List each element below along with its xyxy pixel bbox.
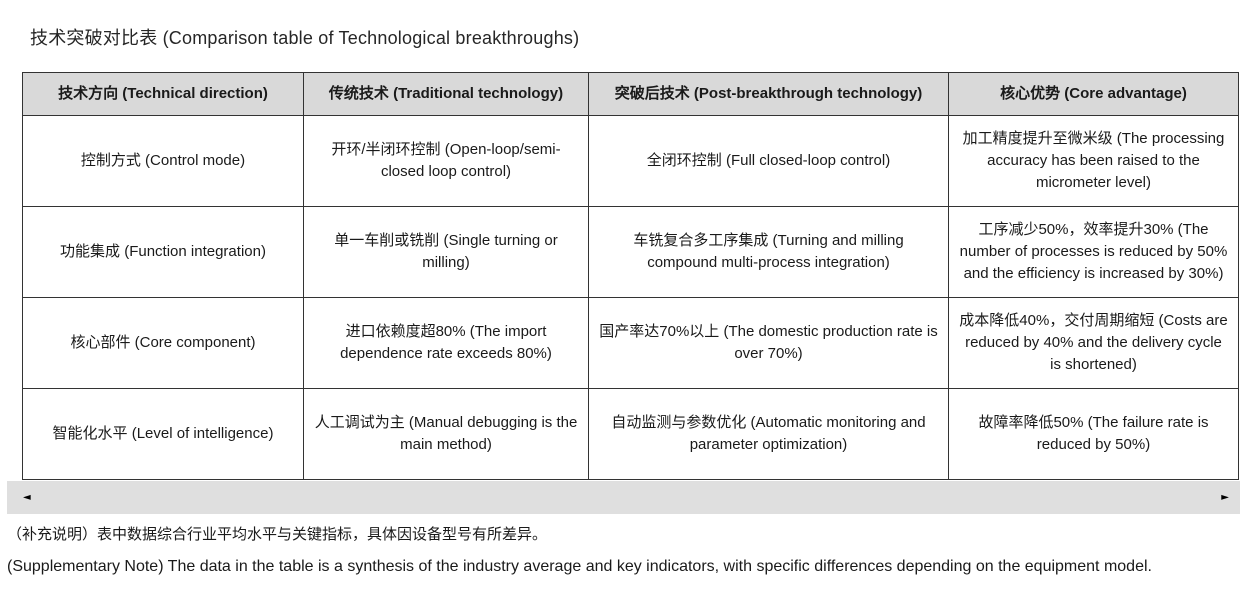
supplementary-note-english: (Supplementary Note) The data in the tab… xyxy=(7,558,1152,575)
table-cell: 加工精度提升至微米级 (The processing accuracy has … xyxy=(948,115,1239,207)
scroll-left-arrow-icon[interactable]: ◄ xyxy=(23,491,31,503)
table-cell: 故障率降低50% (The failure rate is reduced by… xyxy=(948,388,1239,480)
table-cell: 智能化水平 (Level of intelligence) xyxy=(22,388,304,480)
table-row: 核心部件 (Core component) 进口依赖度超80% (The imp… xyxy=(22,297,1239,389)
column-header-technical-direction: 技术方向 (Technical direction) xyxy=(22,72,304,116)
table-cell: 车铣复合多工序集成 (Turning and milling compound … xyxy=(588,206,949,298)
table-cell: 进口依赖度超80% (The import dependence rate ex… xyxy=(303,297,589,389)
table-cell: 控制方式 (Control mode) xyxy=(22,115,304,207)
table-cell: 人工调试为主 (Manual debugging is the main met… xyxy=(303,388,589,480)
page-title: 技术突破对比表 (Comparison table of Technologic… xyxy=(30,28,580,48)
supplementary-note-chinese: （补充说明）表中数据综合行业平均水平与关键指标，具体因设备型号有所差异。 xyxy=(7,526,548,543)
column-header-core-advantage: 核心优势 (Core advantage) xyxy=(948,72,1239,116)
column-header-traditional-technology: 传统技术 (Traditional technology) xyxy=(303,72,589,116)
table-cell: 核心部件 (Core component) xyxy=(22,297,304,389)
table-cell: 工序减少50%，效率提升30% (The number of processes… xyxy=(948,206,1239,298)
table-cell: 单一车削或铣削 (Single turning or milling) xyxy=(303,206,589,298)
scroll-right-arrow-icon[interactable]: ► xyxy=(1221,491,1229,503)
header-row: 技术方向 (Technical direction) 传统技术 (Traditi… xyxy=(22,72,1239,116)
table-cell: 自动监测与参数优化 (Automatic monitoring and para… xyxy=(588,388,949,480)
table-row: 控制方式 (Control mode) 开环/半闭环控制 (Open-loop/… xyxy=(22,115,1239,207)
comparison-table: 技术方向 (Technical direction) 传统技术 (Traditi… xyxy=(22,72,1239,480)
horizontal-scrollbar[interactable]: ◄ ► xyxy=(7,481,1240,514)
table-cell: 全闭环控制 (Full closed-loop control) xyxy=(588,115,949,207)
table-cell: 功能集成 (Function integration) xyxy=(22,206,304,298)
column-header-post-breakthrough-technology: 突破后技术 (Post-breakthrough technology) xyxy=(588,72,949,116)
table-cell: 开环/半闭环控制 (Open-loop/semi-closed loop con… xyxy=(303,115,589,207)
table-row: 功能集成 (Function integration) 单一车削或铣削 (Sin… xyxy=(22,206,1239,298)
table-cell: 成本降低40%，交付周期缩短 (Costs are reduced by 40%… xyxy=(948,297,1239,389)
table-row: 智能化水平 (Level of intelligence) 人工调试为主 (Ma… xyxy=(22,388,1239,480)
table-cell: 国产率达70%以上 (The domestic production rate … xyxy=(588,297,949,389)
